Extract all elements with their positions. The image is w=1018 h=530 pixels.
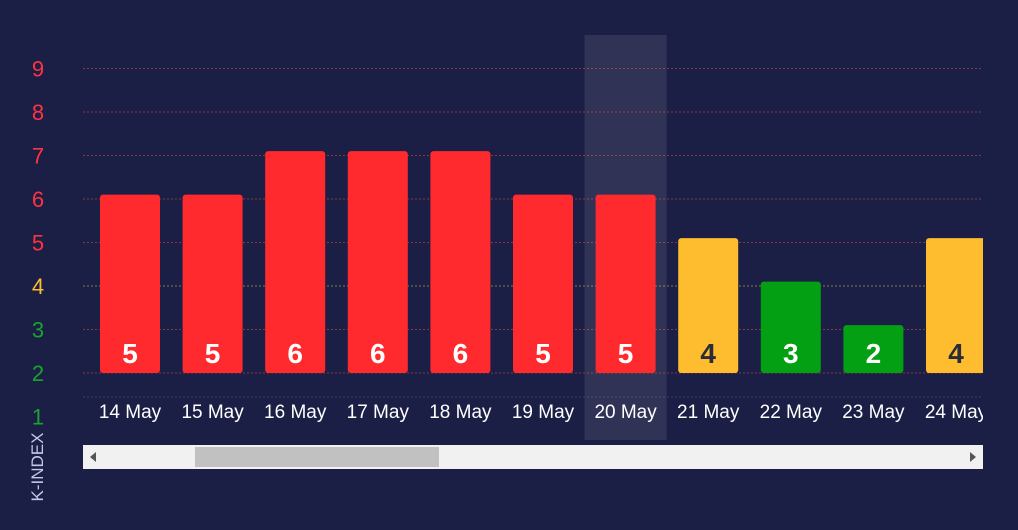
y-tick-label: 3 [32, 318, 44, 343]
x-tick-label: 15 May [181, 402, 244, 423]
bar-value-label: 4 [700, 338, 716, 369]
horizontal-scrollbar[interactable] [83, 445, 983, 469]
bar-value-label: 6 [370, 338, 386, 369]
x-tick-label: 22 May [760, 402, 823, 423]
x-tick-label: 23 May [842, 402, 905, 423]
bar[interactable] [265, 151, 326, 373]
scrollbar-thumb[interactable] [195, 447, 439, 467]
bar[interactable] [678, 238, 739, 373]
bars: 5 5 6 6 6 5 5 4 3 2 4 [100, 151, 986, 373]
bar[interactable] [926, 238, 986, 373]
bar[interactable] [843, 325, 904, 373]
y-tick-label: 9 [32, 57, 44, 82]
y-tick-label: 2 [32, 361, 44, 386]
x-tick-label: 24 May [925, 402, 988, 423]
y-tick-label: 1 [32, 405, 44, 430]
left-arrow-icon[interactable] [83, 445, 103, 469]
bar[interactable] [430, 151, 491, 373]
bar[interactable] [595, 194, 656, 373]
x-axis-ticks: 14 May 15 May 16 May 17 May 18 May 19 May 20 M… [99, 402, 988, 423]
y-tick-label: 4 [32, 274, 44, 299]
y-tick-label: 8 [32, 100, 44, 125]
bar-value-label: 5 [535, 338, 551, 369]
x-tick-label: 14 May [99, 402, 162, 423]
bar[interactable] [347, 151, 408, 373]
right-arrow-icon[interactable] [963, 445, 983, 469]
bar-value-label: 3 [783, 338, 799, 369]
y-axis-label: K-INDEX [28, 433, 47, 502]
bar-value-label: 4 [948, 338, 964, 369]
x-tick-label: 18 May [429, 402, 492, 423]
bar[interactable] [760, 281, 821, 373]
bar-value-label: 6 [287, 338, 303, 369]
y-tick-label: 6 [32, 187, 44, 212]
bar-value-label: 5 [618, 338, 634, 369]
bar-value-label: 5 [205, 338, 221, 369]
x-tick-label: 16 May [264, 402, 327, 423]
bar[interactable] [182, 194, 243, 373]
plot-area: 5 5 6 6 6 5 5 4 3 2 4 14 May 15 May 16 May 17 May 18 M… [99, 35, 988, 440]
x-tick-label: 17 May [347, 402, 410, 423]
y-tick-label: 7 [32, 144, 44, 169]
bar-value-label: 6 [453, 338, 469, 369]
x-tick-label: 19 May [512, 402, 575, 423]
bar[interactable] [513, 194, 573, 373]
x-tick-label: 20 May [594, 402, 657, 423]
bar-value-label: 5 [122, 338, 138, 369]
y-axis-ticks: 1 2 3 4 5 6 7 8 9 [32, 57, 44, 430]
bar-value-label: 2 [866, 338, 882, 369]
x-tick-label: 21 May [677, 402, 740, 423]
y-tick-label: 5 [32, 231, 44, 256]
bar[interactable] [100, 194, 160, 373]
